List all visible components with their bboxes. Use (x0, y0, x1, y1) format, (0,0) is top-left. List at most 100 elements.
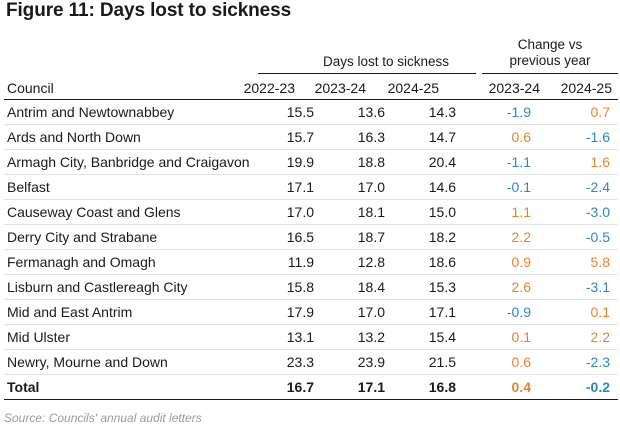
cell-change-2024-25: 0.1 (538, 299, 618, 325)
table-row: Newry, Mourne and Down 23.3 23.9 21.5 0.6 -2.… (4, 349, 618, 375)
cell-2023-24: 12.8 (323, 249, 394, 275)
cell-2024-25: 20.4 (394, 149, 467, 175)
cell-2022-23: 17.1 (254, 174, 323, 200)
cell-change-2023-24: 0.6 (467, 349, 538, 375)
cell-change-2023-24: -0.9 (467, 299, 538, 325)
group-header-change: Change vs previous year (482, 37, 618, 69)
cell-change-2024-25: 0.7 (538, 100, 618, 125)
cell-council: Total (4, 374, 254, 400)
cell-change-2023-24: 2.6 (467, 274, 538, 300)
cell-change-2023-24: -0.1 (467, 174, 538, 200)
cell-council: Fermanagh and Omagh (4, 249, 254, 275)
table-row: Ards and North Down 15.7 16.3 14.7 0.6 -1.6 (4, 124, 618, 150)
cell-2023-24: 18.8 (323, 149, 394, 175)
cell-2022-23: 15.8 (254, 274, 323, 300)
table-row: Armagh City, Banbridge and Craigavon 19.9… (4, 149, 618, 175)
cell-change-2024-25: 2.2 (538, 324, 618, 350)
sickness-table: Antrim and Newtownabbey 15.5 13.6 14.3 -1.9 0… (4, 100, 618, 400)
cell-2023-24: 17.0 (323, 299, 394, 325)
group-header-change-line1: Change vs (517, 37, 583, 52)
cell-2022-23: 19.9 (254, 149, 323, 175)
source-note: Source: Councils' annual audit letters (4, 411, 202, 425)
cell-2022-23: 16.5 (254, 224, 323, 250)
cell-change-2023-24: 0.9 (467, 249, 538, 275)
cell-council: Antrim and Newtownabbey (4, 100, 254, 125)
cell-2024-25: 14.6 (394, 174, 467, 200)
cell-2023-24: 18.4 (323, 274, 394, 300)
table-row: Mid Ulster 13.1 13.2 15.4 0.1 2.2 (4, 324, 618, 350)
cell-2022-23: 11.9 (254, 249, 323, 275)
cell-2024-25: 15.3 (394, 274, 467, 300)
figure-title: Figure 11: Days lost to sickness (6, 0, 292, 21)
col-header-2024-25: 2024-25 (387, 80, 439, 96)
cell-change-2023-24: 0.4 (467, 374, 538, 400)
cell-2024-25: 15.4 (394, 324, 467, 350)
cell-change-2023-24: 1.1 (467, 199, 538, 225)
table-row: Fermanagh and Omagh 11.9 12.8 18.6 0.9 5.8 (4, 249, 618, 275)
cell-2023-24: 13.6 (323, 100, 394, 125)
cell-2022-23: 13.1 (254, 324, 323, 350)
cell-2022-23: 15.7 (254, 124, 323, 150)
cell-change-2024-25: -3.1 (538, 274, 618, 300)
cell-2024-25: 18.6 (394, 249, 467, 275)
cell-2023-24: 17.1 (323, 374, 394, 400)
cell-change-2024-25: 5.8 (538, 249, 618, 275)
cell-change-2024-25: 1.6 (538, 149, 618, 175)
cell-council: Mid Ulster (4, 324, 254, 350)
cell-council: Causeway Coast and Glens (4, 199, 254, 225)
cell-2024-25: 17.1 (394, 299, 467, 325)
cell-2024-25: 14.3 (394, 100, 467, 125)
cell-2022-23: 17.0 (254, 199, 323, 225)
group-underline-change (482, 73, 618, 74)
cell-council: Newry, Mourne and Down (4, 349, 254, 375)
cell-council: Armagh City, Banbridge and Craigavon (4, 149, 254, 175)
cell-2022-23: 16.7 (254, 374, 323, 400)
cell-2024-25: 16.8 (394, 374, 467, 400)
col-header-change-2023-24: 2023-24 (488, 80, 540, 96)
col-header-2022-23: 2022-23 (243, 80, 295, 96)
cell-change-2023-24: 2.2 (467, 224, 538, 250)
table-row: Mid and East Antrim 17.9 17.0 17.1 -0.9 0.1 (4, 299, 618, 325)
cell-change-2023-24: -1.1 (467, 149, 538, 175)
table-row: Derry City and Strabane 16.5 18.7 18.2 2.2 -0… (4, 224, 618, 250)
table-row: Belfast 17.1 17.0 14.6 -0.1 -2.4 (4, 174, 618, 200)
cell-2022-23: 23.3 (254, 349, 323, 375)
cell-change-2023-24: 0.1 (467, 324, 538, 350)
cell-2024-25: 14.7 (394, 124, 467, 150)
cell-2022-23: 17.9 (254, 299, 323, 325)
cell-change-2024-25: -1.6 (538, 124, 618, 150)
cell-council: Lisburn and Castlereagh City (4, 274, 254, 300)
group-underline-days-lost (258, 73, 476, 74)
cell-council: Ards and North Down (4, 124, 254, 150)
table-row: Causeway Coast and Glens 17.0 18.1 15.0 1.1-… (4, 199, 618, 225)
cell-2024-25: 21.5 (394, 349, 467, 375)
cell-council: Belfast (4, 174, 254, 200)
cell-change-2023-24: 0.6 (467, 124, 538, 150)
sickness-table-body: Antrim and Newtownabbey 15.5 13.6 14.3 -1.9 0… (4, 100, 618, 400)
cell-2024-25: 18.2 (394, 224, 467, 250)
cell-2023-24: 23.9 (323, 349, 394, 375)
col-header-2023-24: 2023-24 (314, 80, 366, 96)
header-rule (4, 99, 618, 100)
cell-2023-24: 13.2 (323, 324, 394, 350)
group-header-days-lost: Days lost to sickness (322, 54, 450, 69)
cell-change-2023-24: -1.9 (467, 100, 538, 125)
total-row: Total 16.7 17.1 16.8 0.4 -0.2 (4, 374, 618, 400)
cell-2022-23: 15.5 (254, 100, 323, 125)
cell-2023-24: 16.3 (323, 124, 394, 150)
cell-2024-25: 15.0 (394, 199, 467, 225)
cell-2023-24: 18.1 (323, 199, 394, 225)
cell-change-2024-25: -0.2 (538, 374, 618, 400)
cell-2023-24: 17.0 (323, 174, 394, 200)
cell-change-2024-25: -0.5 (538, 224, 618, 250)
col-header-change-2024-25: 2024-25 (560, 80, 612, 96)
table-row: Antrim and Newtownabbey 15.5 13.6 14.3 -1.9 0… (4, 100, 618, 125)
cell-council: Derry City and Strabane (4, 224, 254, 250)
group-header-change-line2: previous year (509, 53, 591, 68)
cell-change-2024-25: -2.3 (538, 349, 618, 375)
cell-2023-24: 18.7 (323, 224, 394, 250)
cell-change-2024-25: -3.0 (538, 199, 618, 225)
col-header-council: Council (7, 80, 54, 96)
cell-council: Mid and East Antrim (4, 299, 254, 325)
table-row: Lisburn and Castlereagh City 15.8 18.4 15.3… (4, 274, 618, 300)
